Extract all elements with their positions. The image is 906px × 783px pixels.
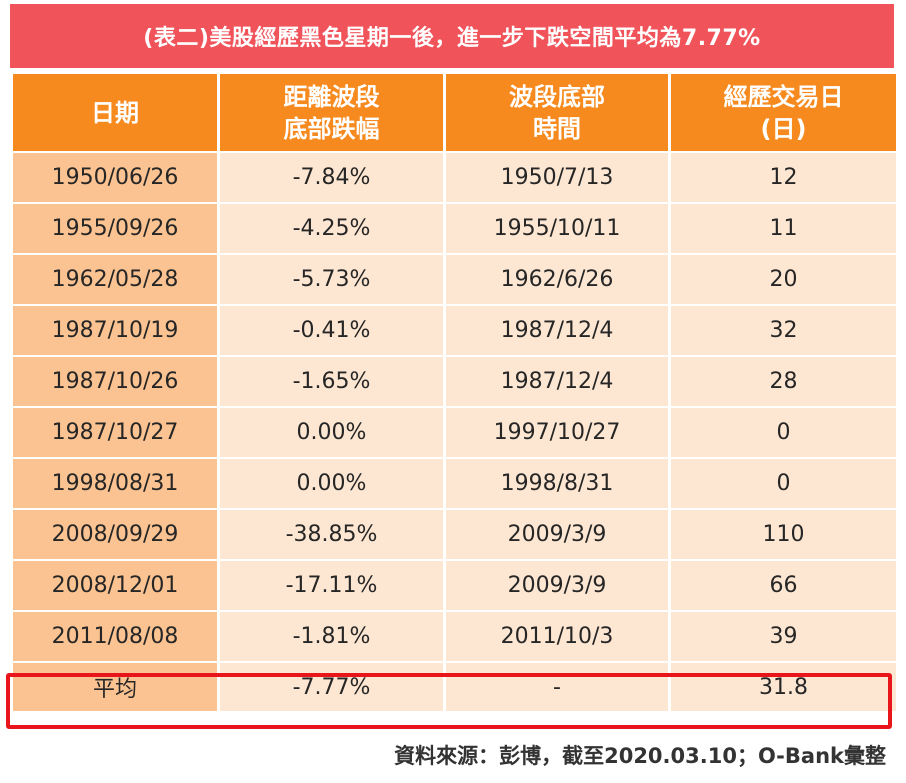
- cell-date: 1955/09/26: [13, 204, 217, 253]
- cell-days: 11: [671, 204, 896, 253]
- table-row: 2011/08/08 -1.81% 2011/10/3 39: [13, 612, 896, 661]
- cell-bottom: 2009/3/9: [446, 510, 668, 559]
- cell-date: 1998/08/31: [13, 459, 217, 508]
- source-note: 資料來源：彭博，截至2020.03.10；O-Bank彙整: [394, 744, 886, 768]
- cell-days: 66: [671, 561, 896, 610]
- table-row: 1962/05/28 -5.73% 1962/6/26 20: [13, 255, 896, 304]
- cell-days: 0: [671, 459, 896, 508]
- cell-bottom: 1998/8/31: [446, 459, 668, 508]
- header-trading-days: 經歷交易日 (日): [671, 74, 896, 151]
- table-row: 2008/09/29 -38.85% 2009/3/9 110: [13, 510, 896, 559]
- cell-date: 1950/06/26: [13, 153, 217, 202]
- cell-decline: -4.25%: [220, 204, 443, 253]
- cell-decline: -0.41%: [220, 306, 443, 355]
- cell-days: 32: [671, 306, 896, 355]
- cell-decline: -5.73%: [220, 255, 443, 304]
- cell-bottom: 1987/12/4: [446, 306, 668, 355]
- cell-bottom: 1962/6/26: [446, 255, 668, 304]
- cell-decline: -17.11%: [220, 561, 443, 610]
- cell-decline: -1.65%: [220, 357, 443, 406]
- average-label: 平均: [13, 663, 217, 711]
- average-decline: -7.77%: [220, 663, 443, 711]
- cell-days: 0: [671, 408, 896, 457]
- average-days: 31.8: [671, 663, 896, 711]
- cell-bottom: 1997/10/27: [446, 408, 668, 457]
- table-row: 1955/09/26 -4.25% 1955/10/11 11: [13, 204, 896, 253]
- cell-date: 2008/12/01: [13, 561, 217, 610]
- cell-days: 20: [671, 255, 896, 304]
- cell-bottom: 1950/7/13: [446, 153, 668, 202]
- average-row: 平均 -7.77% - 31.8: [13, 663, 896, 711]
- table-row: 2008/12/01 -17.11% 2009/3/9 66: [13, 561, 896, 610]
- cell-date: 1962/05/28: [13, 255, 217, 304]
- table-row: 1987/10/26 -1.65% 1987/12/4 28: [13, 357, 896, 406]
- cell-bottom: 2011/10/3: [446, 612, 668, 661]
- header-date: 日期: [13, 74, 217, 151]
- cell-date: 1987/10/26: [13, 357, 217, 406]
- cell-bottom: 1987/12/4: [446, 357, 668, 406]
- cell-date: 2008/09/29: [13, 510, 217, 559]
- header-row: 日期 距離波段 底部跌幅 波段底部 時間 經歷交易日 (日): [13, 74, 896, 151]
- table-title: (表二)美股經歷黑色星期一後，進一步下跌空間平均為7.77%: [10, 4, 894, 68]
- cell-decline: -7.84%: [220, 153, 443, 202]
- cell-date: 2011/08/08: [13, 612, 217, 661]
- cell-date: 1987/10/27: [13, 408, 217, 457]
- cell-bottom: 1955/10/11: [446, 204, 668, 253]
- cell-bottom: 2009/3/9: [446, 561, 668, 610]
- cell-days: 39: [671, 612, 896, 661]
- table-row: 1987/10/19 -0.41% 1987/12/4 32: [13, 306, 896, 355]
- data-table: 日期 距離波段 底部跌幅 波段底部 時間 經歷交易日 (日) 1950/06/26 -…: [10, 72, 899, 713]
- cell-decline: 0.00%: [220, 408, 443, 457]
- cell-date: 1987/10/19: [13, 306, 217, 355]
- average-bottom: -: [446, 663, 668, 711]
- cell-days: 110: [671, 510, 896, 559]
- header-decline: 距離波段 底部跌幅: [220, 74, 443, 151]
- cell-decline: 0.00%: [220, 459, 443, 508]
- cell-decline: -1.81%: [220, 612, 443, 661]
- cell-days: 12: [671, 153, 896, 202]
- table-row: 1998/08/31 0.00% 1998/8/31 0: [13, 459, 896, 508]
- cell-decline: -38.85%: [220, 510, 443, 559]
- table-row: 1950/06/26 -7.84% 1950/7/13 12: [13, 153, 896, 202]
- cell-days: 28: [671, 357, 896, 406]
- header-bottom-time: 波段底部 時間: [446, 74, 668, 151]
- table-row: 1987/10/27 0.00% 1997/10/27 0: [13, 408, 896, 457]
